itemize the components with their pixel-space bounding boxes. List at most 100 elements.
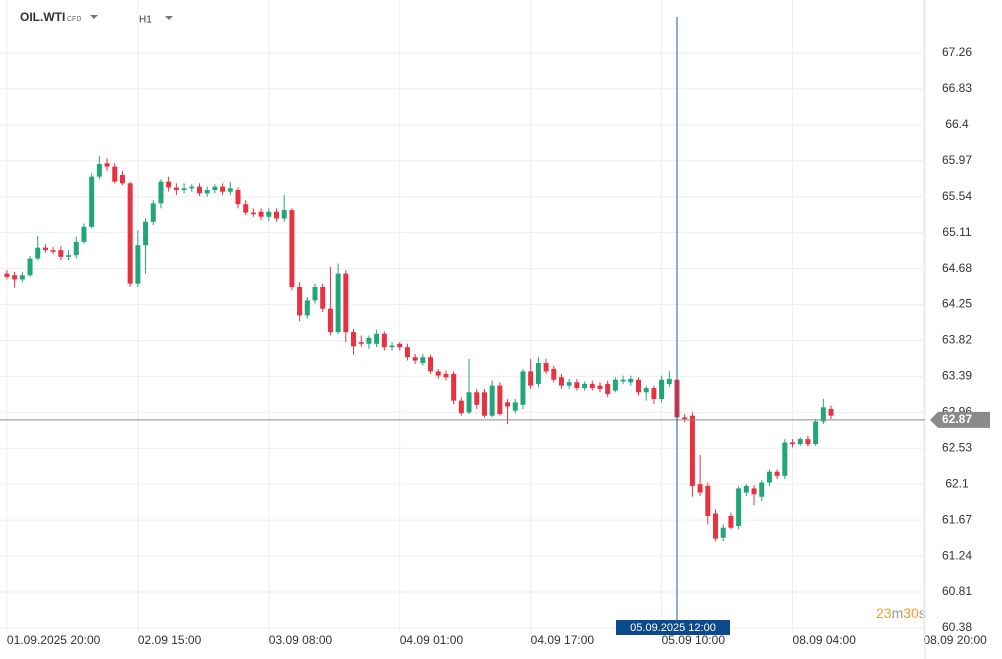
candle-body	[666, 378, 672, 384]
candle-body	[27, 258, 33, 276]
candle-body	[620, 379, 626, 382]
candle-body	[766, 471, 772, 483]
candle-body	[489, 385, 495, 416]
candle-body	[751, 488, 757, 495]
candle-body	[189, 186, 195, 189]
candle-body	[220, 186, 226, 192]
candle-body	[35, 247, 41, 259]
candle-body	[50, 250, 56, 252]
symbol-kind: CFD	[67, 16, 81, 23]
candle-body	[705, 485, 711, 516]
candle-body	[4, 273, 10, 277]
candle-body	[528, 371, 534, 386]
candle-body	[535, 363, 541, 384]
y-tick-label: 61.67	[942, 512, 972, 526]
candle-body	[12, 275, 18, 280]
y-tick-label: 61.24	[942, 548, 972, 562]
candle-body	[66, 255, 72, 257]
candle-body	[104, 163, 110, 167]
y-tick-label: 63.82	[942, 333, 972, 347]
candle-body	[381, 333, 387, 348]
candle-body	[250, 212, 256, 215]
candle-body	[512, 402, 518, 411]
y-tick-label: 65.97	[942, 153, 972, 167]
candle-body	[327, 308, 333, 333]
candle-body	[566, 382, 572, 386]
x-tick-label: 04.09 17:00	[531, 633, 595, 647]
symbol-dropdown[interactable]	[90, 15, 98, 19]
symbol[interactable]: OIL.WTI	[20, 10, 65, 24]
candle-body	[643, 388, 649, 393]
candle-body	[312, 286, 318, 301]
y-tick-label: 67.26	[942, 45, 972, 59]
candle-body	[736, 488, 742, 527]
candle-body	[320, 286, 326, 309]
candle-body	[481, 392, 487, 416]
candle-body	[597, 385, 603, 389]
candle-body	[366, 337, 372, 344]
y-tick-label: 66.4	[945, 117, 969, 131]
candle-body	[389, 345, 395, 348]
candle-body	[166, 181, 172, 188]
candle-body	[289, 210, 295, 287]
crosshair-tag	[615, 620, 730, 635]
candle-body	[713, 513, 719, 539]
candle-body	[589, 383, 595, 389]
countdown-part: 23	[876, 605, 892, 621]
candle-body	[73, 241, 79, 256]
x-tick-label: 04.09 01:00	[400, 633, 464, 647]
candle-body	[558, 377, 564, 386]
y-tick-label: 64.68	[942, 261, 972, 275]
x-tick-label: 03.09 08:00	[269, 633, 333, 647]
candle-body	[150, 203, 156, 222]
candle-body	[173, 187, 179, 191]
y-tick-label: 65.54	[942, 189, 972, 203]
candle-body	[281, 210, 287, 219]
candle-body	[19, 275, 25, 280]
countdown-part: m	[892, 605, 904, 621]
candle-body	[443, 373, 449, 378]
candle-body	[551, 368, 557, 380]
y-tick-label: 62.53	[942, 440, 972, 454]
candle-body	[258, 211, 264, 217]
y-tick-label: 62.1	[945, 476, 969, 490]
candle-body	[659, 379, 665, 399]
y-tick-label: 63.39	[942, 369, 972, 383]
x-tick-label: 02.09 15:00	[138, 633, 202, 647]
countdown: 23m30s	[876, 605, 926, 621]
candle-body	[81, 226, 87, 242]
candle-body	[58, 250, 64, 257]
candle-body	[89, 176, 95, 227]
candle-body	[428, 357, 434, 372]
candle-body	[458, 400, 464, 414]
candle-body	[397, 343, 403, 348]
x-tick-label: 08.09 20:00	[923, 633, 987, 647]
candle-body	[297, 286, 303, 316]
candle-body	[682, 417, 688, 420]
candle-body	[543, 363, 549, 372]
candle-body	[743, 485, 749, 493]
candle-body	[635, 379, 641, 393]
candle-body	[335, 273, 341, 333]
interval[interactable]: H1	[139, 15, 152, 26]
candle-body	[582, 383, 588, 389]
candle-body	[119, 174, 125, 184]
candle-body	[127, 183, 133, 284]
candle-body	[351, 332, 357, 347]
candle-body	[820, 407, 826, 422]
current-price-label: 62.87	[942, 412, 972, 426]
candle-body	[728, 515, 734, 528]
candle-body	[628, 378, 634, 383]
candle-body	[266, 211, 272, 217]
candle-body	[805, 439, 811, 445]
candle-body	[420, 357, 426, 364]
candle-body	[212, 186, 218, 191]
x-tick-label: 05.09 10:00	[662, 633, 726, 647]
candle-body	[112, 166, 118, 182]
candle-body	[412, 357, 418, 361]
x-tick-label: 01.09.2025 20:00	[7, 633, 101, 647]
plot-area	[0, 0, 925, 632]
y-tick-label: 65.11	[942, 225, 971, 239]
interval-dropdown[interactable]	[165, 16, 173, 20]
